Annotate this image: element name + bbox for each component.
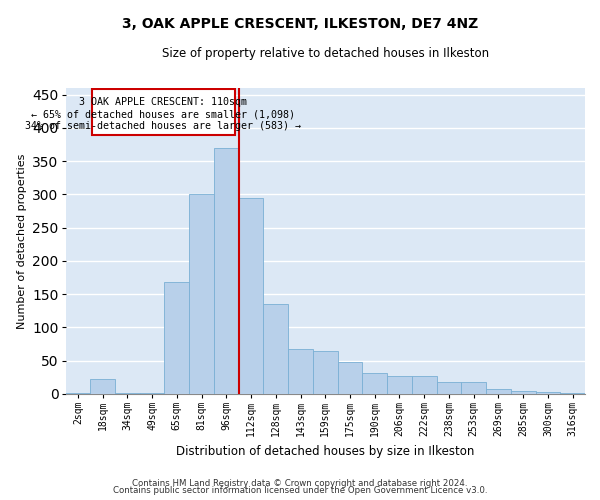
Bar — [214, 148, 239, 394]
Text: ← 65% of detached houses are smaller (1,098): ← 65% of detached houses are smaller (1,… — [31, 110, 295, 120]
X-axis label: Distribution of detached houses by size in Ilkeston: Distribution of detached houses by size … — [176, 444, 475, 458]
Bar — [461, 382, 486, 394]
Bar — [140, 392, 164, 394]
Bar — [92, 90, 235, 134]
Y-axis label: Number of detached properties: Number of detached properties — [17, 154, 26, 328]
Bar — [387, 376, 412, 394]
Bar — [263, 304, 288, 394]
Bar — [362, 372, 387, 394]
Bar — [560, 392, 585, 394]
Bar — [189, 194, 214, 394]
Bar — [115, 392, 140, 394]
Bar — [239, 198, 263, 394]
Bar — [313, 350, 338, 394]
Text: 3, OAK APPLE CRESCENT, ILKESTON, DE7 4NZ: 3, OAK APPLE CRESCENT, ILKESTON, DE7 4NZ — [122, 18, 478, 32]
Text: 3 OAK APPLE CRESCENT: 110sqm: 3 OAK APPLE CRESCENT: 110sqm — [79, 98, 247, 108]
Bar — [164, 282, 189, 394]
Bar — [536, 392, 560, 394]
Bar — [412, 376, 437, 394]
Bar — [288, 348, 313, 394]
Bar — [486, 388, 511, 394]
Bar — [511, 390, 536, 394]
Title: Size of property relative to detached houses in Ilkeston: Size of property relative to detached ho… — [162, 48, 489, 60]
Text: Contains HM Land Registry data © Crown copyright and database right 2024.: Contains HM Land Registry data © Crown c… — [132, 478, 468, 488]
Bar — [90, 380, 115, 394]
Text: Contains public sector information licensed under the Open Government Licence v3: Contains public sector information licen… — [113, 486, 487, 495]
Text: 34% of semi-detached houses are larger (583) →: 34% of semi-detached houses are larger (… — [25, 122, 301, 132]
Bar — [437, 382, 461, 394]
Bar — [338, 362, 362, 394]
